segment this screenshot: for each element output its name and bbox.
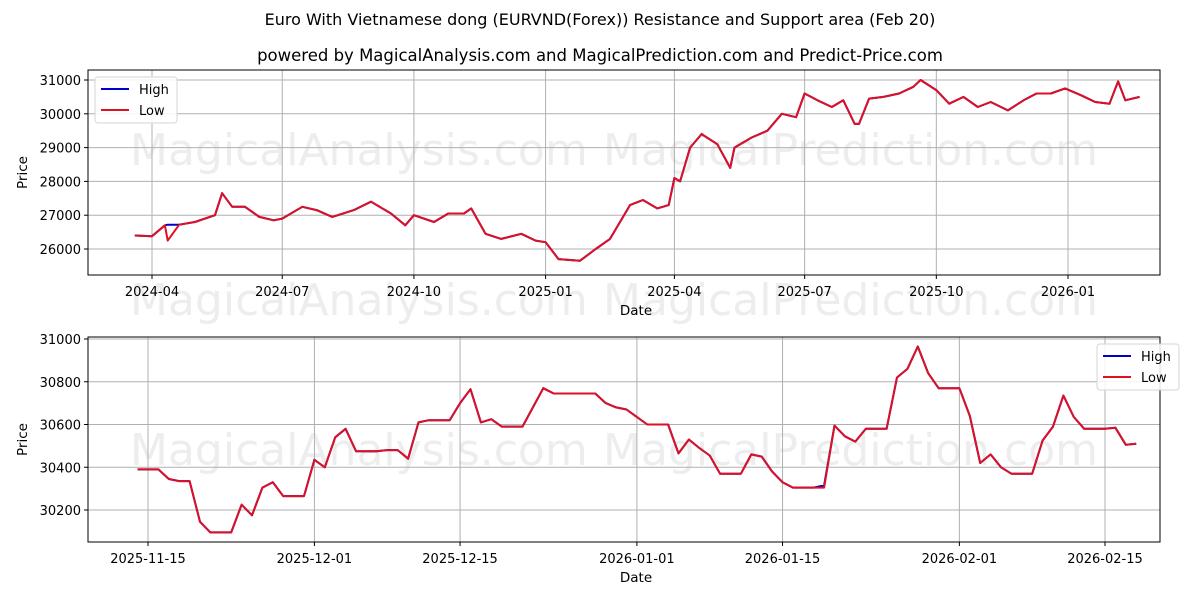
legend: High Low [1096,343,1180,391]
y-tick-label: 30600 [40,419,81,434]
x-tick-label: 2025-07 [777,285,831,300]
plot-frame [87,69,1161,276]
x-tick-label: 2025-11-15 [110,552,186,567]
watermark: MagicalPrediction.com [603,125,1098,176]
series-low-line [134,79,1140,262]
x-tick-label: 2024-10 [387,285,441,300]
watermark: MagicalAnalysis.com [130,275,588,326]
y-axis-label: Price [15,156,31,189]
y-tick-label: 30000 [40,108,81,123]
x-tick-label: 2024-07 [255,285,309,300]
watermark: MagicalPrediction.com [603,275,1098,326]
x-tick-label: 2024-04 [125,285,179,300]
y-tick-label: 29000 [40,142,81,157]
y-tick-label: 31000 [40,74,81,89]
x-tick-label: 2025-01 [518,285,572,300]
legend-label-low: Low [1141,371,1167,386]
legend-label-high: High [1141,350,1171,365]
legend: High Low [94,76,178,124]
y-tick-label: 31000 [40,333,81,348]
x-tick-label: 2025-04 [647,285,701,300]
x-axis-label: Date [620,570,652,586]
plot-frame [87,336,1161,543]
x-tick-label: 2026-02-15 [1067,552,1143,567]
y-tick-label: 30800 [40,376,81,391]
x-tick-label: 2025-12-15 [422,552,498,567]
x-tick-label: 2026-01 [1041,285,1095,300]
x-tick-label: 2026-01-15 [745,552,821,567]
y-tick-label: 28000 [40,175,81,190]
chart-title: Euro With Vietnamese dong (EURVND(Forex)… [264,10,936,29]
x-tick-label: 2025-10 [909,285,963,300]
x-tick-label: 2026-02-01 [922,552,998,567]
x-tick-label: 2026-01-01 [599,552,675,567]
y-tick-label: 30400 [40,461,81,476]
watermark: MagicalAnalysis.com [130,125,588,176]
x-axis-label: Date [620,303,652,319]
series-low-line [137,345,1137,534]
plot-2: MagicalAnalysis.com MagicalPrediction.com… [15,333,1180,586]
x-tick-label: 2025-12-01 [277,552,353,567]
chart-subtitle: powered by MagicalAnalysis.com and Magic… [257,46,943,65]
y-tick-label: 26000 [40,243,81,258]
legend-label-high: High [139,83,169,98]
y-axis-label: Price [15,423,31,456]
plot-1: MagicalAnalysis.com MagicalPrediction.com… [15,69,1161,326]
legend-label-low: Low [139,104,165,119]
y-tick-label: 30200 [40,504,81,519]
y-tick-label: 27000 [40,209,81,224]
